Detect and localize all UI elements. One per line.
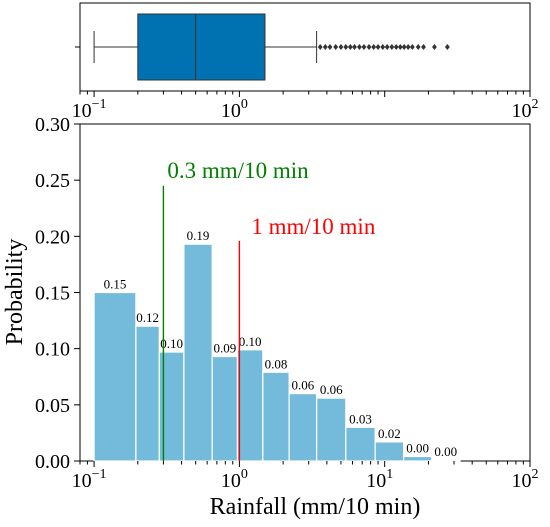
bar-value-label: 0.00 <box>434 444 457 459</box>
bar-value-label: 0.15 <box>104 277 127 292</box>
outlier-point <box>322 44 328 50</box>
bar-value-label: 0.02 <box>378 426 401 441</box>
outlier-point <box>393 44 399 50</box>
y-tick-label: 0.15 <box>35 283 70 305</box>
bar-value-label: 0.06 <box>292 378 315 393</box>
outlier-point <box>361 44 367 50</box>
outlier-point <box>347 44 353 50</box>
y-axis-title: Probability <box>2 239 28 346</box>
histogram-bar <box>403 455 433 462</box>
bar-value-label: 0.10 <box>239 334 262 349</box>
bar-value-label: 0.12 <box>136 310 159 325</box>
x-axis-ticks: 10−1 100 101 102 <box>72 461 539 492</box>
outlier-point <box>317 44 323 50</box>
bar-value-label: 0.19 <box>187 228 210 243</box>
histogram-bar <box>430 459 461 462</box>
histogram-bar <box>316 397 347 462</box>
histogram-bar <box>135 325 160 462</box>
outlier-point <box>343 44 349 50</box>
histogram-bar <box>183 243 213 462</box>
outlier-point <box>375 44 381 50</box>
histogram-bar <box>236 349 264 462</box>
histogram-bar <box>374 441 405 462</box>
boxplot <box>75 13 450 81</box>
histogram-bar <box>345 426 376 462</box>
histogram-bar <box>288 393 318 462</box>
outlier-point <box>338 44 344 50</box>
iqr-box <box>137 13 266 81</box>
boxplot-x-tick-label: 102 <box>512 97 539 122</box>
y-tick-label: 0.05 <box>35 395 70 417</box>
outlier-point <box>432 44 437 50</box>
outlier-point <box>397 44 403 50</box>
outlier-point <box>366 44 372 50</box>
outlier-point <box>389 44 395 50</box>
bar-value-label: 0.08 <box>265 356 288 371</box>
boxplot-x-tick-label: 100 <box>221 97 248 122</box>
x-tick-label: 100 <box>221 467 248 492</box>
x-tick-label: 10−1 <box>72 467 107 492</box>
outlier-point <box>384 44 390 50</box>
outlier-point <box>333 44 339 50</box>
y-tick-label: 0.10 <box>35 339 70 361</box>
outlier-point <box>401 44 407 50</box>
outlier-point <box>327 44 333 50</box>
histogram-bar <box>93 291 137 462</box>
x-tick-label: 101 <box>366 467 393 492</box>
outlier-point <box>409 44 415 50</box>
threshold-annotations: 0.3 mm/10 min 1 mm/10 min <box>162 158 376 461</box>
outlier-point <box>444 44 450 50</box>
y-tick-label: 0.20 <box>35 226 70 248</box>
histogram-bar <box>262 371 290 462</box>
y-axis-ticks: 0.00 0.05 0.10 0.15 0.20 0.25 0.30 <box>35 114 80 473</box>
bar-value-label: 0.09 <box>213 341 236 356</box>
y-tick-label: 0.25 <box>35 170 70 192</box>
boxplot-x-tick-label: 10−1 <box>72 97 107 122</box>
boxplot-x-ticks: 10−1 100 102 <box>72 91 539 122</box>
outlier-point <box>357 44 362 50</box>
threshold-label: 1 mm/10 min <box>251 214 375 239</box>
x-tick-label: 102 <box>512 467 539 492</box>
bar-value-label: 0.00 <box>406 441 429 456</box>
outlier-point <box>371 44 377 50</box>
histogram-panel: 0.150.120.100.190.09 0.100.080.06 0.060.03… <box>2 114 539 520</box>
y-tick-label: 0.30 <box>35 114 70 136</box>
outlier-point <box>380 44 386 50</box>
outlier-point <box>421 44 426 50</box>
x-axis-title: Rainfall (mm/10 min) <box>210 494 421 520</box>
bar-value-label: 0.03 <box>349 411 372 426</box>
histogram-bars <box>93 243 461 462</box>
outlier-point <box>405 44 411 50</box>
histogram-bar <box>211 355 239 462</box>
bar-value-label: 0.10 <box>160 336 183 351</box>
outlier-point <box>415 44 421 50</box>
bar-value-label: 0.06 <box>320 382 343 397</box>
outlier-point <box>352 44 357 50</box>
histogram-bar-labels: 0.150.120.100.190.09 0.100.080.06 0.060.03… <box>104 228 458 459</box>
boxplot-panel: 10−1 100 102 <box>72 2 539 122</box>
y-tick-label: 0.00 <box>35 451 70 473</box>
threshold-label: 0.3 mm/10 min <box>167 158 309 183</box>
